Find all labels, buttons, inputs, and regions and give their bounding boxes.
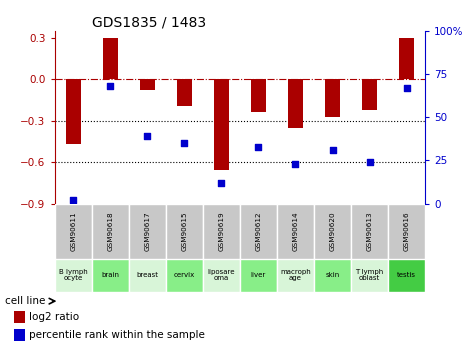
Bar [314,204,351,259]
Bar [388,204,425,259]
Point [180,140,188,146]
Point [403,85,410,91]
Text: GDS1835 / 1483: GDS1835 / 1483 [92,16,206,30]
Bar [288,79,303,128]
Bar [166,204,203,259]
Text: GSM90620: GSM90620 [330,211,335,251]
Bar [251,79,266,112]
Bar [277,259,314,292]
Bar [14,311,25,323]
Point [366,159,373,165]
Text: GSM90613: GSM90613 [367,211,372,251]
Text: GSM90619: GSM90619 [218,211,224,251]
Text: GSM90616: GSM90616 [404,211,409,251]
Point [106,83,114,89]
Bar [399,38,414,79]
Text: liver: liver [251,272,266,278]
Text: liposare
oma: liposare oma [208,269,235,282]
Text: GSM90615: GSM90615 [181,211,187,251]
Bar [214,79,229,170]
Bar [277,204,314,259]
Text: T lymph
oblast: T lymph oblast [355,269,384,282]
Text: GSM90614: GSM90614 [293,211,298,251]
Bar [103,38,118,79]
Text: macroph
age: macroph age [280,269,311,282]
Bar [240,204,277,259]
Text: B lymph
ocyte: B lymph ocyte [59,269,87,282]
Point [143,134,151,139]
Bar [129,259,166,292]
Bar [166,259,203,292]
Bar [351,259,388,292]
Text: percentile rank within the sample: percentile rank within the sample [29,330,205,340]
Text: brain: brain [101,272,119,278]
Bar [66,79,81,144]
Point [292,161,299,167]
Bar [351,204,388,259]
Text: log2 ratio: log2 ratio [29,312,80,322]
Bar [203,259,240,292]
Bar [140,79,155,90]
Bar [129,204,166,259]
Text: testis: testis [397,272,416,278]
Text: GSM90617: GSM90617 [144,211,150,251]
Bar [92,259,129,292]
Bar [362,79,377,110]
Bar [388,259,425,292]
Bar [92,204,129,259]
Bar [177,79,192,106]
Text: cervix: cervix [174,272,195,278]
Bar [14,329,25,341]
Bar [55,259,92,292]
Bar [314,259,351,292]
Text: GSM90618: GSM90618 [107,211,113,251]
Text: breast: breast [136,272,158,278]
Point [329,147,336,153]
Point [69,197,77,203]
Point [218,180,225,186]
Text: GSM90612: GSM90612 [256,211,261,251]
Point [255,144,262,149]
Bar [203,204,240,259]
Bar [55,204,92,259]
Text: cell line: cell line [5,296,45,306]
Bar [325,79,340,117]
Text: GSM90611: GSM90611 [70,211,76,251]
Text: skin: skin [325,272,340,278]
Bar [240,259,277,292]
